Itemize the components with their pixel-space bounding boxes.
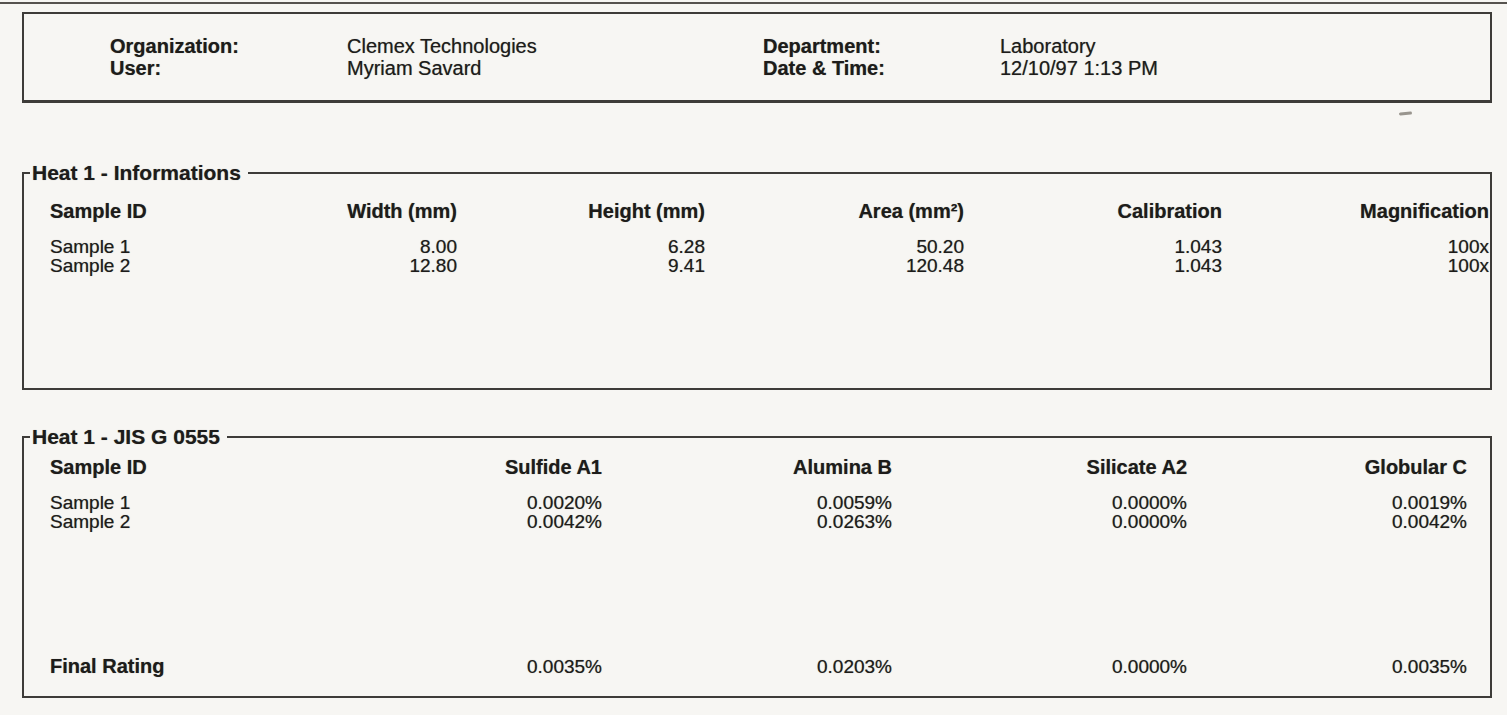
user-row: User: Myriam Savard (110, 57, 537, 79)
cell-magnification: 100x (1222, 256, 1489, 275)
informations-table: Sample ID Width (mm) Height (mm) Area (m… (50, 201, 1489, 275)
user-label: User: (110, 57, 347, 79)
table-row: Sample 1 8.00 6.28 50.20 1.043 100x (50, 237, 1489, 256)
section-heat1-informations: Heat 1 - Informations Sample ID Width (m… (22, 161, 1492, 390)
col-header: Width (mm) (220, 201, 457, 237)
table-header-row: Sample ID Sulfide A1 Alumina B Silicate … (50, 457, 1467, 493)
section-title: Heat 1 - Informations (30, 161, 248, 185)
final-rating-row: Final Rating 0.0035% 0.0203% 0.0000% 0.0… (50, 531, 1467, 676)
organization-row: Organization: Clemex Technologies (110, 35, 537, 57)
table-row: Sample 2 12.80 9.41 120.48 1.043 100x (50, 256, 1489, 275)
scan-artifact-dash (1399, 111, 1412, 115)
final-rating-alumina: 0.0203% (602, 531, 892, 676)
department-row: Department: Laboratory (763, 35, 1158, 57)
cell-sample-id: Sample 2 (50, 512, 312, 531)
cell-height: 6.28 (457, 237, 705, 256)
user-value: Myriam Savard (347, 57, 481, 79)
col-header: Sample ID (50, 457, 312, 493)
cell-sample-id: Sample 1 (50, 237, 220, 256)
final-rating-sulfide: 0.0035% (312, 531, 602, 676)
cell-width: 12.80 (220, 256, 457, 275)
header-group-left: Organization: Clemex Technologies User: … (110, 35, 537, 79)
header-group-right: Department: Laboratory Date & Time: 12/1… (763, 35, 1158, 79)
final-rating-label: Final Rating (50, 531, 312, 676)
page-edge-line (0, 2, 1507, 4)
cell-calibration: 1.043 (964, 256, 1222, 275)
datetime-value: 12/10/97 1:13 PM (1000, 57, 1158, 79)
cell-alumina: 0.0059% (602, 493, 892, 512)
col-header: Area (mm²) (705, 201, 964, 237)
col-header: Height (mm) (457, 201, 705, 237)
col-header: Magnification (1222, 201, 1489, 237)
cell-sulfide: 0.0042% (312, 512, 602, 531)
col-header: Sample ID (50, 201, 220, 237)
cell-width: 8.00 (220, 237, 457, 256)
cell-calibration: 1.043 (964, 237, 1222, 256)
col-header: Silicate A2 (892, 457, 1187, 493)
final-rating-globular: 0.0035% (1187, 531, 1467, 676)
col-header: Calibration (964, 201, 1222, 237)
jis-table: Sample ID Sulfide A1 Alumina B Silicate … (50, 457, 1467, 676)
cell-alumina: 0.0263% (602, 512, 892, 531)
cell-area: 120.48 (705, 256, 964, 275)
datetime-row: Date & Time: 12/10/97 1:13 PM (763, 57, 1158, 79)
cell-globular: 0.0019% (1187, 493, 1467, 512)
cell-sample-id: Sample 2 (50, 256, 220, 275)
table-row: Sample 1 0.0020% 0.0059% 0.0000% 0.0019% (50, 493, 1467, 512)
department-value: Laboratory (1000, 35, 1096, 57)
cell-silicate: 0.0000% (892, 493, 1187, 512)
scanned-report-page: Organization: Clemex Technologies User: … (0, 0, 1507, 715)
organization-label: Organization: (110, 35, 347, 57)
cell-silicate: 0.0000% (892, 512, 1187, 531)
cell-magnification: 100x (1222, 237, 1489, 256)
section-heat1-jis-g-0555: Heat 1 - JIS G 0555 Sample ID Sulfide A1… (22, 425, 1492, 698)
final-rating-silicate: 0.0000% (892, 531, 1187, 676)
cell-area: 50.20 (705, 237, 964, 256)
datetime-label: Date & Time: (763, 57, 1000, 79)
cell-sulfide: 0.0020% (312, 493, 602, 512)
col-header: Globular C (1187, 457, 1467, 493)
cell-globular: 0.0042% (1187, 512, 1467, 531)
table-header-row: Sample ID Width (mm) Height (mm) Area (m… (50, 201, 1489, 237)
col-header: Alumina B (602, 457, 892, 493)
report-header-box: Organization: Clemex Technologies User: … (22, 12, 1492, 103)
department-label: Department: (763, 35, 1000, 57)
cell-sample-id: Sample 1 (50, 493, 312, 512)
col-header: Sulfide A1 (312, 457, 602, 493)
table-row: Sample 2 0.0042% 0.0263% 0.0000% 0.0042% (50, 512, 1467, 531)
section-title: Heat 1 - JIS G 0555 (30, 425, 227, 449)
cell-height: 9.41 (457, 256, 705, 275)
organization-value: Clemex Technologies (347, 35, 537, 57)
